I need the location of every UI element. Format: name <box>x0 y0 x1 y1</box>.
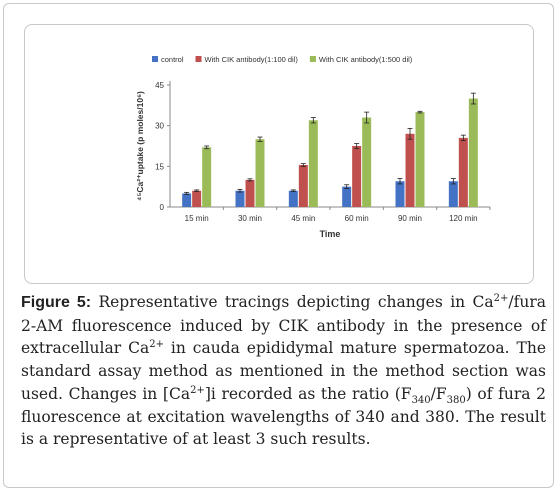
x-tick-label: 90 min <box>398 214 422 223</box>
chart-legend: control With CIK antibody(1:100 dil) With … <box>152 55 413 64</box>
bar <box>395 181 405 207</box>
bar <box>235 190 245 207</box>
x-tick-label: 60 min <box>345 214 369 223</box>
legend-swatch <box>195 56 202 62</box>
y-tick-label: 30 <box>155 122 164 131</box>
x-tick-label: 15 min <box>185 214 209 223</box>
bar <box>342 186 352 207</box>
bar <box>255 139 265 207</box>
caption-part: 2+ <box>493 292 509 304</box>
bar <box>415 112 425 207</box>
caption-part: /fura 2-AM fluorescence induced by CIK a… <box>21 293 546 358</box>
caption-part: /F <box>430 384 447 403</box>
bar <box>182 193 192 207</box>
x-tick-label: 45 min <box>291 214 315 223</box>
caption-part: in cauda epididymal mature spermatozoa. … <box>21 339 546 403</box>
bar <box>448 181 458 207</box>
legend-entry: With CIK antibody(1:100 dil) <box>205 55 299 64</box>
caption-part: Representative tracings depicting change… <box>91 293 494 311</box>
bar <box>352 146 362 207</box>
figure-frame: control With CIK antibody(1:100 dil) With … <box>3 3 554 488</box>
y-axis-label: ⁴⁵Ca²⁺uptake (p moles/10⁶) <box>135 91 145 201</box>
caption-text: Representative tracings depicting change… <box>21 293 546 448</box>
x-tick-label: 120 min <box>449 214 477 223</box>
bar <box>202 147 212 207</box>
bar <box>458 137 468 207</box>
legend-entry: With CIK antibody(1:500 dil) <box>319 55 413 64</box>
caption-part: 2+ <box>149 339 164 351</box>
bar <box>298 164 308 207</box>
bar-chart: control With CIK antibody(1:100 dil) With … <box>135 55 491 239</box>
chart-panel: control With CIK antibody(1:100 dil) With … <box>24 24 534 284</box>
chart-axes: 0 15 30 45 15 min 30 min 45 min 60 min 90 min 120… <box>155 81 491 223</box>
caption-part: 340 <box>411 394 431 406</box>
caption-part: 2+ <box>190 384 205 396</box>
figure-label: Figure 5: <box>21 294 92 311</box>
chart-bars <box>182 92 478 207</box>
caption-part: ]i recorded as the ratio (F <box>204 384 412 403</box>
x-tick-label: 30 min <box>238 214 262 223</box>
bar <box>468 98 478 207</box>
bar <box>245 179 255 207</box>
legend-swatch <box>309 56 316 62</box>
caption-part: 380 <box>446 394 466 406</box>
bar <box>308 120 318 207</box>
legend-swatch <box>152 56 158 62</box>
bar <box>288 190 298 207</box>
y-tick-label: 15 <box>155 162 164 171</box>
y-tick-label: 45 <box>155 81 164 90</box>
y-tick-label: 0 <box>160 203 165 212</box>
caption-part: ) of fura 2 fluorescence at excitation w… <box>21 384 546 449</box>
bar <box>362 117 372 207</box>
bar <box>192 190 202 207</box>
legend-entry: control <box>161 55 184 64</box>
figure-caption: Figure 5: Representative tracings depict… <box>21 291 546 451</box>
bar <box>405 133 415 207</box>
x-axis-label: Time <box>320 229 341 239</box>
